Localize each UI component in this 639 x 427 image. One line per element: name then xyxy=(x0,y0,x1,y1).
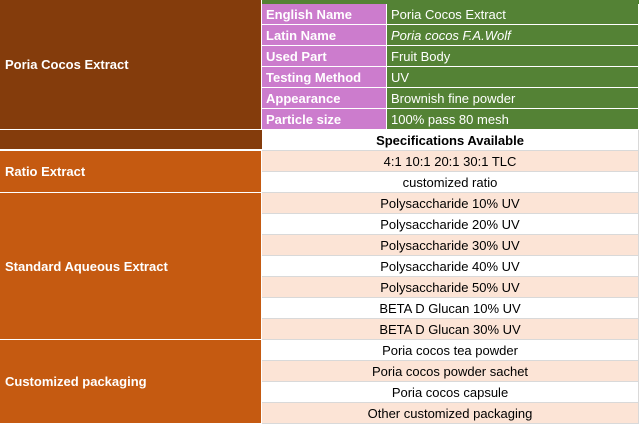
attribute-value: Poria cocos F.A.Wolf xyxy=(387,25,639,46)
group-label: Ratio Extract xyxy=(5,164,86,179)
specifications-header: Specifications Available xyxy=(262,130,639,151)
attribute-label: Latin Name xyxy=(262,25,387,46)
attribute-value: 100% pass 80 mesh xyxy=(387,109,639,130)
spec-row: Polysaccharide 50% UV xyxy=(262,277,639,298)
attribute-label: English Name xyxy=(262,4,387,25)
spec-row: Poria cocos powder sachet xyxy=(262,361,639,382)
spec-row: Polysaccharide 40% UV xyxy=(262,256,639,277)
spec-row: Polysaccharide 30% UV xyxy=(262,235,639,256)
attribute-value: UV xyxy=(387,67,639,88)
group-label: Standard Aqueous Extract xyxy=(5,258,168,274)
header-left-spacer xyxy=(0,130,262,150)
group-label-cell: Standard Aqueous Extract xyxy=(0,193,262,340)
spec-row: Poria cocos capsule xyxy=(262,382,639,403)
spec-row: Poria cocos tea powder xyxy=(262,340,639,361)
specifications-header-label: Specifications Available xyxy=(376,132,524,148)
attribute-label: Appearance xyxy=(262,88,387,109)
spec-row: BETA D Glucan 30% UV xyxy=(262,319,639,340)
attribute-label: Testing Method xyxy=(262,67,387,88)
attribute-label: Particle size xyxy=(262,109,387,130)
spec-row: Polysaccharide 10% UV xyxy=(262,193,639,214)
spec-row: Other customized packaging xyxy=(262,403,639,424)
product-name: Poria Cocos Extract xyxy=(5,57,129,72)
spec-row: BETA D Glucan 10% UV xyxy=(262,298,639,319)
product-name-cell: Poria Cocos Extract xyxy=(0,0,262,130)
group-label-cell: Customized packaging xyxy=(0,340,262,424)
attribute-value: Brownish fine powder xyxy=(387,88,639,109)
attribute-value: Fruit Body xyxy=(387,46,639,67)
attribute-value: Poria Cocos Extract xyxy=(387,4,639,25)
spec-row: Polysaccharide 20% UV xyxy=(262,214,639,235)
attribute-label: Used Part xyxy=(262,46,387,67)
group-label-cell: Ratio Extract xyxy=(0,151,262,193)
attribute-top-strip xyxy=(262,0,639,4)
group-label: Customized packaging xyxy=(5,374,147,389)
spec-row: customized ratio xyxy=(262,172,639,193)
spec-row: 4:1 10:1 20:1 30:1 TLC xyxy=(262,151,639,172)
